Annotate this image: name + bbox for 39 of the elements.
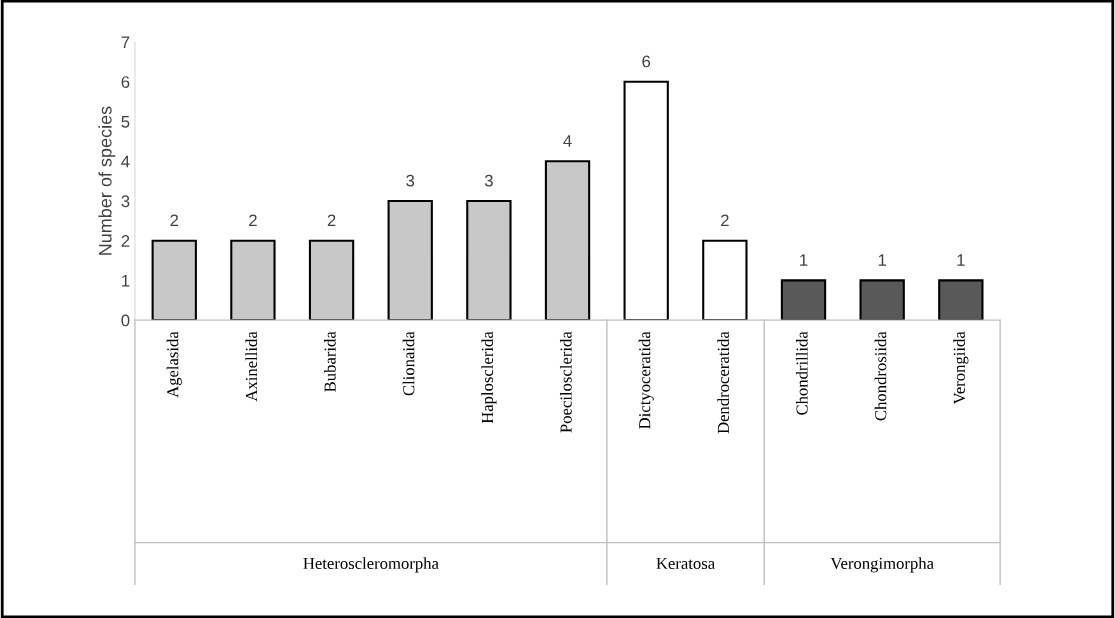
data-label: 3 (484, 174, 493, 187)
y-tick-label: 3 (121, 195, 130, 208)
data-label: 1 (957, 254, 965, 266)
x-tick-label: Agelasida (166, 331, 182, 398)
y-axis-title: Number of species (98, 106, 116, 255)
x-tick-label: Axinellida (245, 331, 258, 402)
data-label: 2 (327, 214, 336, 227)
data-label: 2 (170, 214, 179, 227)
text: Keratosa (656, 557, 715, 570)
data-label: 1 (878, 254, 886, 266)
bar (938, 279, 984, 321)
x-tick-label: Haplosclerida (481, 331, 497, 424)
y-tick-label: 6 (121, 76, 130, 88)
text: Heteroscleromorpha (303, 557, 439, 573)
data-label: 1 (800, 254, 808, 266)
y-tick-label: 2 (121, 235, 130, 247)
bar (623, 80, 669, 321)
y-tick-label: 5 (121, 116, 130, 128)
data-label: 4 (563, 135, 572, 147)
data-label: 2 (721, 214, 729, 227)
x-tick-label: Poecilosclerida (559, 331, 572, 433)
y-tick-label: 0 (121, 314, 130, 327)
bar (780, 279, 827, 321)
x-tick-label: Chondrosiida (874, 331, 887, 421)
data-label: 2 (249, 214, 257, 227)
x-tick-label: Verongiida (953, 331, 969, 405)
bar (702, 239, 748, 321)
x-tick-label: Bubarida (324, 331, 336, 392)
text: Verongimorpha (830, 557, 934, 573)
bar (859, 279, 905, 321)
y-tick-label: 7 (121, 36, 130, 49)
x-tick-label: Dictyoceratida (638, 331, 654, 429)
data-label: 3 (406, 174, 415, 187)
x-tick-label: Chondrillida (795, 331, 808, 415)
y-tick-label: 4 (121, 155, 130, 168)
y-tick-label: 1 (122, 274, 130, 287)
x-tick-label: Clionaida (402, 331, 415, 396)
data-label: 6 (642, 55, 651, 68)
x-tick-label: Dendroceratida (717, 331, 730, 434)
